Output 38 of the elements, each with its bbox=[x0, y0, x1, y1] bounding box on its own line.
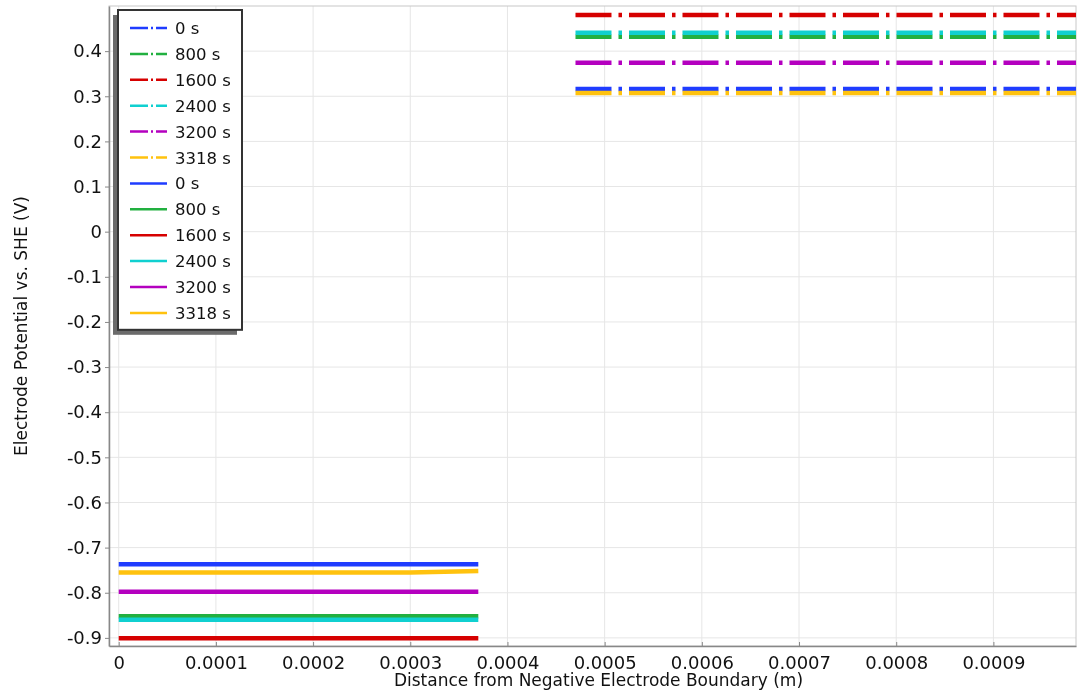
y-tick-label: 0.2 bbox=[73, 130, 102, 152]
y-tick-label: 0.3 bbox=[73, 85, 102, 107]
y-tick-label: 0 bbox=[90, 220, 102, 242]
y-tick-label: -0.2 bbox=[66, 311, 102, 333]
x-axis-title: Distance from Negative Electrode Boundary (m) bbox=[393, 670, 804, 690]
y-tick-label: -0.5 bbox=[66, 446, 102, 468]
x-tick-label: 0.0006 bbox=[670, 651, 734, 673]
y-tick-label: -0.8 bbox=[66, 582, 102, 603]
x-tick-label: 0.0001 bbox=[184, 651, 248, 673]
legend-label: 1600 s bbox=[175, 70, 231, 90]
y-tick-label: -0.3 bbox=[66, 356, 102, 378]
x-tick-label: 0.0004 bbox=[476, 651, 540, 673]
x-tick-label: 0.0005 bbox=[573, 651, 637, 673]
legend-label: 3200 s bbox=[175, 278, 231, 297]
legend-label: 0 s bbox=[175, 19, 200, 38]
x-tick-label: 0.0003 bbox=[379, 651, 443, 673]
x-tick-label: 0.0007 bbox=[768, 651, 832, 673]
y-tick-label: -0.6 bbox=[66, 491, 102, 513]
legend-label: 1600 s bbox=[175, 226, 231, 246]
y-tick-label: -0.7 bbox=[66, 536, 102, 558]
legend-label: 0 s bbox=[175, 174, 200, 194]
y-tick-label: 0.4 bbox=[73, 40, 102, 62]
y-tick-label: 0.1 bbox=[73, 175, 102, 197]
legend-label: 3200 s bbox=[175, 122, 231, 142]
x-tick-label: 0.0008 bbox=[865, 651, 929, 673]
y-axis-title: Electrode Potential vs. SHE (V) bbox=[11, 196, 31, 456]
x-tick-label: 0 bbox=[113, 651, 125, 673]
y-tick-label: -0.4 bbox=[66, 401, 102, 423]
legend-label: 2400 s bbox=[175, 96, 231, 116]
x-tick-label: 0.0002 bbox=[282, 651, 346, 673]
legend-label: 3318 s bbox=[175, 303, 231, 323]
y-tick-label: -0.1 bbox=[66, 266, 102, 288]
y-tick-label: -0.9 bbox=[66, 627, 102, 649]
legend-label: 2400 s bbox=[175, 252, 231, 272]
legend-label: 800 s bbox=[175, 44, 221, 64]
legend-label: 3318 s bbox=[175, 148, 231, 168]
x-tick-label: 0.0009 bbox=[962, 651, 1026, 673]
legend-label: 800 s bbox=[175, 200, 221, 220]
